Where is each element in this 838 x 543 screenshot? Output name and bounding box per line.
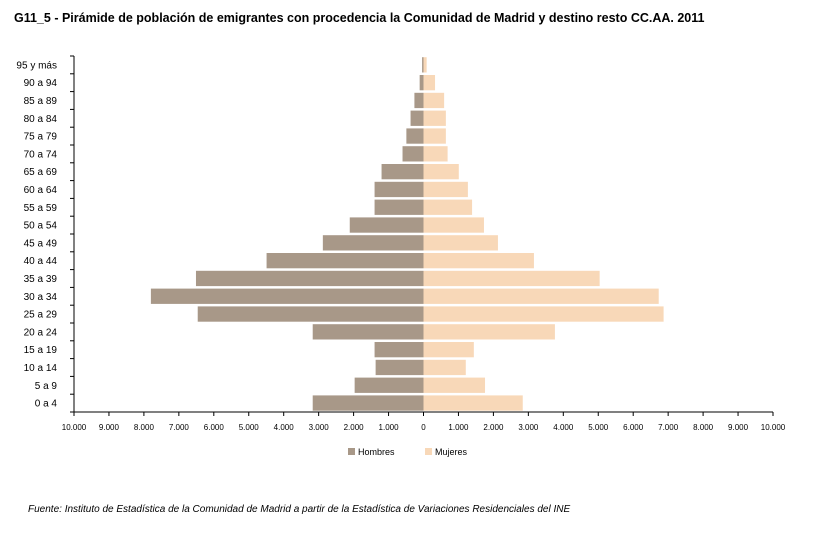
x-tick-label: 1.000 (448, 423, 469, 432)
bar-hombres (414, 92, 424, 109)
x-tick-label: 5.000 (588, 423, 609, 432)
chart-title: G11_5 - Pirámide de población de emigran… (14, 11, 705, 25)
x-tick-label: 9.000 (99, 423, 120, 432)
x-tick-label: 1.000 (379, 423, 400, 432)
bar-mujeres (423, 306, 664, 322)
bar-mujeres (423, 75, 436, 91)
x-tick-label: 7.000 (169, 423, 190, 432)
category-label: 15 a 19 (24, 345, 58, 356)
category-label: 0 a 4 (35, 399, 58, 410)
x-tick-label: 2.000 (344, 423, 365, 432)
bars-group (150, 57, 664, 411)
bar-hombres (402, 146, 424, 162)
category-label: 95 y más (16, 60, 57, 71)
bar-hombres (406, 128, 424, 144)
bar-mujeres (423, 377, 486, 393)
category-label: 25 a 29 (24, 310, 58, 321)
bar-mujeres (423, 235, 498, 251)
category-label: 5 a 9 (35, 381, 58, 392)
category-label: 65 a 69 (24, 167, 58, 178)
category-label: 70 a 74 (24, 149, 58, 160)
bar-mujeres (423, 324, 555, 340)
bar-mujeres (423, 395, 523, 411)
x-tick-label: 10.000 (761, 423, 786, 432)
bar-mujeres (423, 288, 659, 304)
x-tick-label: 6.000 (204, 423, 225, 432)
bar-hombres (419, 75, 424, 91)
x-tick-label: 4.000 (553, 423, 574, 432)
bar-hombres (266, 253, 424, 269)
x-tick-label: 4.000 (274, 423, 295, 432)
category-label: 85 a 89 (24, 96, 58, 107)
bar-mujeres (423, 181, 468, 198)
axes-group (70, 55, 774, 416)
legend-swatch-mujeres (425, 448, 432, 455)
x-tick-label: 3.000 (309, 423, 330, 432)
bar-hombres (349, 217, 424, 233)
category-label: 30 a 34 (24, 292, 58, 303)
category-label: 60 a 64 (24, 185, 58, 196)
legend-label-hombres: Hombres (358, 447, 395, 457)
category-label: 90 a 94 (24, 78, 58, 89)
category-label: 50 a 54 (24, 221, 58, 232)
x-tick-label: 5.000 (239, 423, 260, 432)
bar-hombres (312, 395, 424, 411)
bar-mujeres (423, 270, 600, 287)
bar-hombres (197, 306, 424, 322)
bar-mujeres (423, 359, 466, 376)
bar-hombres (195, 270, 424, 287)
category-label: 20 a 24 (24, 327, 58, 338)
x-tick-label: 6.000 (623, 423, 644, 432)
bar-mujeres (423, 110, 446, 126)
bar-hombres (312, 324, 424, 340)
category-label: 10 a 14 (24, 363, 58, 374)
bar-mujeres (423, 128, 446, 144)
bar-hombres (381, 164, 424, 180)
bar-mujeres (423, 199, 473, 215)
x-tick-label: 7.000 (658, 423, 679, 432)
legend-label-mujeres: Mujeres (435, 447, 468, 457)
x-tick-label: 8.000 (134, 423, 155, 432)
bar-hombres (150, 288, 424, 304)
bar-hombres (354, 377, 424, 393)
bar-hombres (422, 57, 424, 73)
bar-mujeres (423, 92, 445, 109)
legend-swatch-hombres (348, 448, 355, 455)
category-label: 75 a 79 (24, 132, 58, 143)
bar-hombres (375, 359, 424, 376)
category-labels: 95 y más 90 a 94 85 a 89 80 a 84 75 a 79 70 a… (16, 60, 57, 409)
category-label: 35 a 39 (24, 274, 58, 285)
bar-mujeres (423, 253, 534, 269)
legend: Hombres Mujeres (348, 447, 468, 457)
x-tick-labels: 10.000 9.000 8.000 7.000 6.000 5.000 4.000 3.00… (62, 423, 786, 432)
x-tick-label: 0 (421, 423, 426, 432)
x-tick-label: 10.000 (62, 423, 87, 432)
bar-mujeres (423, 146, 448, 162)
bar-hombres (374, 181, 424, 198)
x-tick-label: 2.000 (483, 423, 504, 432)
x-tick-label: 3.000 (518, 423, 539, 432)
bar-mujeres (423, 164, 459, 180)
bar-hombres (322, 235, 424, 251)
bar-hombres (374, 342, 424, 358)
category-label: 45 a 49 (24, 238, 58, 249)
bar-mujeres (423, 57, 427, 73)
x-tick-label: 9.000 (728, 423, 749, 432)
bar-hombres (374, 199, 424, 215)
source-note: Fuente: Instituto de Estadística de la C… (28, 504, 571, 515)
bar-mujeres (423, 342, 474, 358)
category-label: 55 a 59 (24, 203, 58, 214)
category-label: 80 a 84 (24, 114, 58, 125)
bar-hombres (410, 110, 424, 126)
category-label: 40 a 44 (24, 256, 58, 267)
bar-mujeres (423, 217, 484, 233)
x-tick-label: 8.000 (693, 423, 714, 432)
